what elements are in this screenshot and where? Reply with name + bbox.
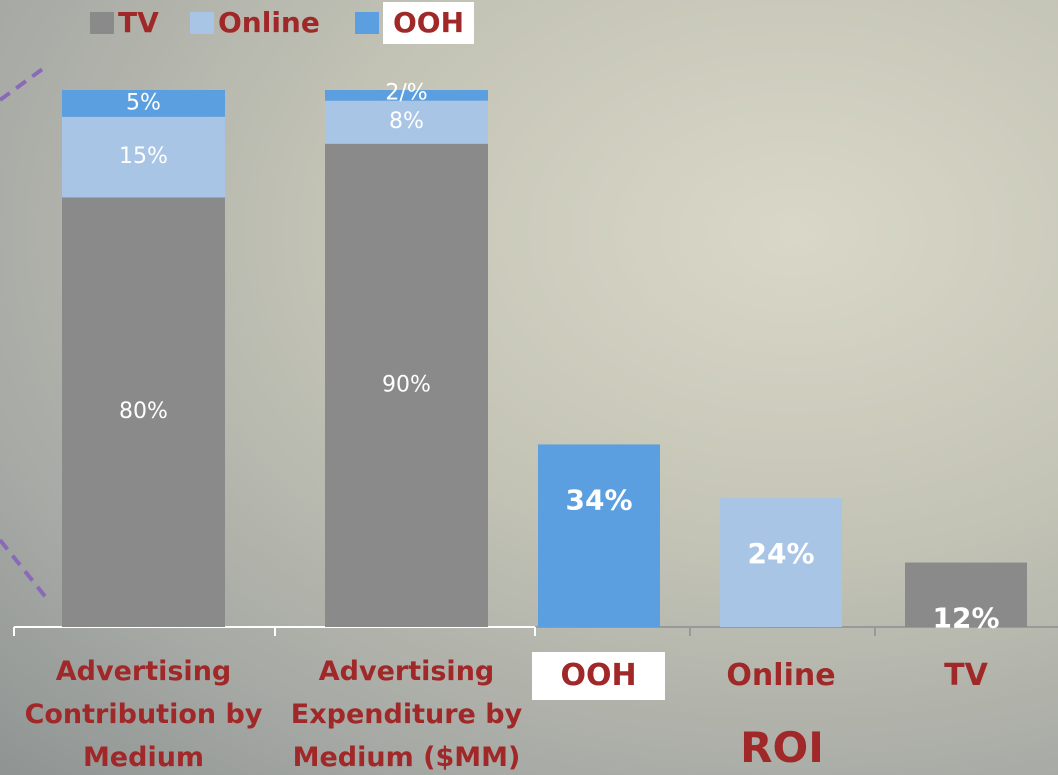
data-label: 90% <box>382 372 431 397</box>
chart-title: ROI <box>740 723 824 772</box>
category-label: OOH <box>532 652 665 700</box>
legend-label: TV <box>118 6 159 39</box>
data-label: 8% <box>389 109 424 134</box>
decor-line <box>0 538 50 602</box>
bar-segment <box>325 100 488 144</box>
bar-segment <box>62 116 225 198</box>
bar <box>720 498 842 627</box>
category-label: TV <box>944 658 988 693</box>
data-label: 15% <box>119 144 168 169</box>
data-label: 24% <box>747 537 814 570</box>
bar-segment <box>325 143 488 627</box>
decor-line <box>0 63 50 102</box>
legend-label: OOH <box>383 2 475 44</box>
category-label: Advertising Expenditure by Medium ($MM) <box>290 656 523 773</box>
legend-swatch <box>355 12 379 34</box>
data-label: 2/% <box>385 80 427 105</box>
bar-segment <box>62 197 225 627</box>
category-label: Advertising Contribution by Medium <box>24 656 263 773</box>
bar <box>905 562 1027 627</box>
category-label: Online <box>726 658 836 693</box>
legend-label: Online <box>218 6 320 39</box>
legend-swatch <box>90 12 114 34</box>
data-label: 12% <box>932 602 999 635</box>
bar-segment <box>62 90 225 117</box>
bar <box>538 444 660 627</box>
data-label: 80% <box>119 399 168 424</box>
bar-segment <box>325 90 488 101</box>
data-label: 34% <box>565 483 632 516</box>
legend-swatch <box>190 12 214 34</box>
data-label: 5% <box>126 90 161 115</box>
